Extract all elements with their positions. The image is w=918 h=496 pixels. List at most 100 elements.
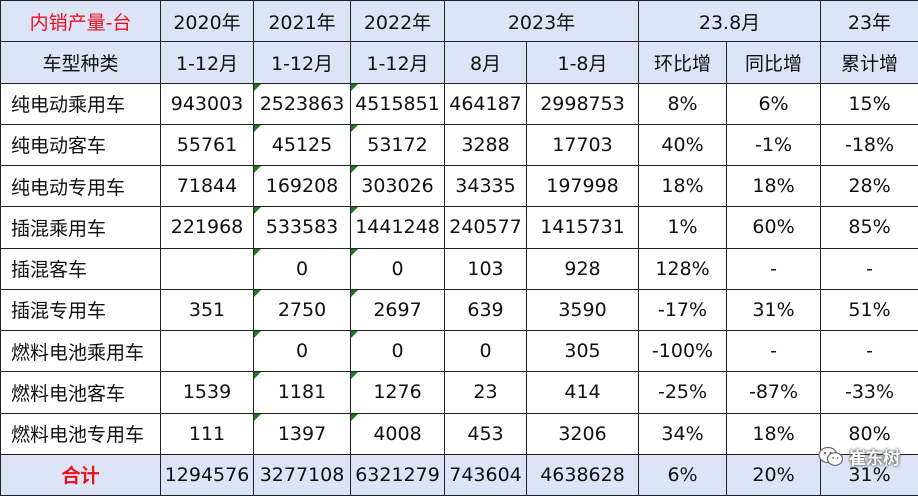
cell-marker — [254, 125, 261, 132]
column-header: 车型种类 — [0, 41, 161, 84]
cell-marker — [254, 207, 261, 215]
table-cell: 3206 — [525, 412, 640, 455]
cell-marker — [254, 166, 261, 173]
table-cell: 60% — [726, 206, 822, 249]
table-row: 插混专用车 351 2750 2697 639 3590 -17% 31% 51% — [0, 288, 918, 332]
column-header: 累计增 — [820, 41, 918, 84]
year-header: 2022年 — [350, 0, 445, 43]
row-label: 插混客车 — [0, 247, 161, 290]
table-cell: 55761 — [160, 123, 254, 167]
cell-marker — [351, 84, 358, 91]
table-cell: 18% — [726, 164, 822, 208]
column-header: 1-12月 — [160, 41, 254, 84]
table-cell: 3590 — [525, 288, 640, 332]
table-cell: 0 — [350, 247, 445, 290]
table-title: 内销产量-台 — [0, 0, 161, 43]
table-cell: 303026 — [350, 164, 445, 208]
table-cell: 2697 — [350, 288, 445, 332]
table-row: 燃料电池专用车 111 1397 4008 453 3206 34% 18% 80% — [0, 412, 918, 455]
cell-marker — [351, 125, 358, 132]
column-header: 环比增 — [638, 41, 728, 84]
table-cell: 111 — [160, 412, 254, 455]
table-cell: 51% — [820, 288, 918, 332]
cell-marker — [254, 372, 261, 380]
table-cell: 20% — [726, 453, 822, 496]
table-row: 燃料电池乘用车 0 0 0 305 -100% - - — [0, 329, 918, 373]
table-cell: 31% — [820, 453, 918, 496]
cell-marker — [351, 331, 358, 338]
table-cell: -33% — [820, 371, 918, 414]
table-cell: 71844 — [160, 164, 254, 208]
cell-marker — [254, 414, 261, 421]
table-cell: 928 — [525, 247, 640, 290]
cell-marker — [351, 414, 358, 421]
cell-marker — [254, 331, 261, 338]
table-cell: 743604 — [444, 453, 527, 496]
row-label: 纯电动客车 — [0, 123, 161, 167]
row-label: 插混专用车 — [0, 288, 161, 332]
table-cell: 221968 — [160, 206, 254, 249]
table-cell: 34% — [638, 412, 728, 455]
table-cell: 0 — [253, 247, 351, 290]
row-label: 纯电动乘用车 — [0, 82, 161, 125]
table-cell — [160, 247, 254, 290]
table-cell: 533583 — [253, 206, 351, 249]
table-cell: 240577 — [444, 206, 527, 249]
row-label: 燃料电池专用车 — [0, 412, 161, 455]
table-cell: 0 — [350, 329, 445, 373]
row-label: 燃料电池客车 — [0, 371, 161, 414]
table-cell: 1539 — [160, 371, 254, 414]
table-cell: 6321279 — [350, 453, 445, 496]
table-cell: 6% — [638, 453, 728, 496]
table-cell: 0 — [253, 329, 351, 373]
table-cell: 2750 — [253, 288, 351, 332]
row-label: 纯电动专用车 — [0, 164, 161, 208]
table-cell: - — [726, 247, 822, 290]
table-cell: 4515851 — [350, 82, 445, 125]
table-cell: 0 — [444, 329, 527, 373]
table-cell: 18% — [726, 412, 822, 455]
table-cell: 1% — [638, 206, 728, 249]
table-row: 燃料电池客车 1539 1181 1276 23 414 -25% -87% -33% — [0, 371, 918, 414]
header-row-periods: 车型种类 1-12月 1-12月 1-12月 8月 1-8月 环比增 同比增 累… — [0, 41, 918, 84]
table-cell: 53172 — [350, 123, 445, 167]
table-cell: 23 — [444, 371, 527, 414]
cell-marker — [254, 249, 261, 256]
table-cell: 414 — [525, 371, 640, 414]
table-cell: -25% — [638, 371, 728, 414]
cell-marker — [351, 372, 358, 380]
table-cell: -87% — [726, 371, 822, 414]
table-row: 纯电动乘用车 943003 2523863 4515851 464187 2998753 8… — [0, 82, 918, 125]
table-cell: 2998753 — [525, 82, 640, 125]
table-cell: 351 — [160, 288, 254, 332]
table-cell: - — [726, 329, 822, 373]
table-cell: 453 — [444, 412, 527, 455]
row-label: 燃料电池乘用车 — [0, 329, 161, 373]
year-header: 2023年 — [443, 0, 640, 43]
table-row: 纯电动客车 55761 45125 53172 3288 17703 40% -1% -18% — [0, 123, 918, 167]
total-label: 合计 — [0, 453, 161, 496]
table-cell: 943003 — [160, 82, 254, 125]
table-row: 插混客车 0 0 103 928 128% - - — [0, 247, 918, 290]
cell-marker — [351, 207, 358, 215]
table-cell: -100% — [638, 329, 728, 373]
table-cell: - — [820, 329, 918, 373]
cell-marker — [254, 84, 261, 91]
table-cell: 2523863 — [253, 82, 351, 125]
column-header: 同比增 — [726, 41, 822, 84]
column-header: 1-12月 — [253, 41, 351, 84]
column-header: 8月 — [444, 41, 527, 84]
table-cell: 197998 — [525, 164, 640, 208]
table-cell: 3288 — [444, 123, 527, 167]
table-cell: 34335 — [444, 164, 527, 208]
table-row: 纯电动专用车 71844 169208 303026 34335 197998 18% 18%… — [0, 164, 918, 208]
cell-marker — [351, 249, 358, 256]
year-header: 23年 — [820, 0, 918, 43]
cell-marker — [351, 166, 358, 173]
table-row: 插混乘用车 221968 533583 1441248 240577 1415731 1% 6… — [0, 206, 918, 249]
table-cell: 8% — [638, 82, 728, 125]
header-row-years: 内销产量-台 2020年 2021年 2022年 2023年 23.8月 23年 — [0, 0, 918, 43]
table-cell: 45125 — [253, 123, 351, 167]
year-header: 23.8月 — [638, 0, 822, 43]
